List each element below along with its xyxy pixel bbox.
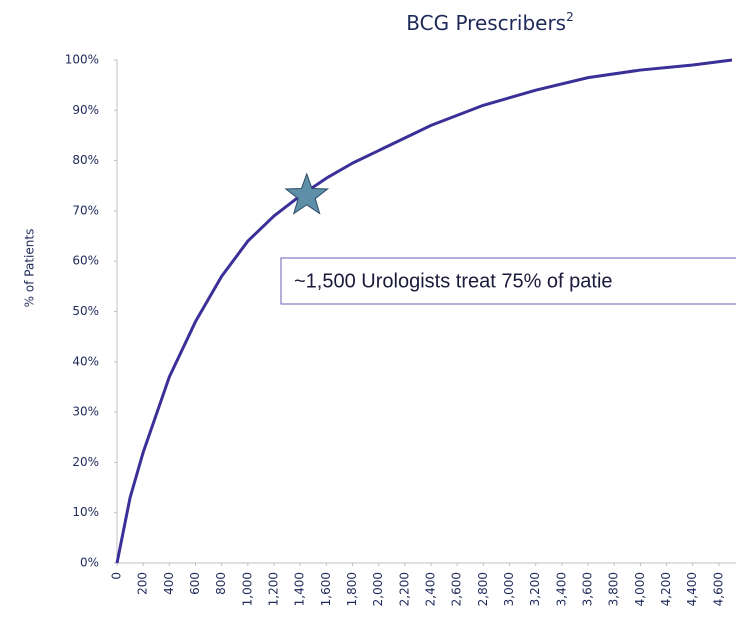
y-tick-label: 50% [72,304,99,318]
y-tick-label: 70% [72,203,99,217]
x-tick-label: 4,400 [685,572,699,606]
x-tick-label: 1,800 [345,572,359,606]
x-tick-label: 200 [136,572,150,595]
title-note: 2 [566,10,574,24]
chart-title: BCG Prescribers2 [406,10,573,35]
x-tick-label: 1,000 [240,572,254,606]
x-tick-label: 2,400 [424,572,438,606]
x-tick-label: 1,200 [267,572,281,606]
x-tick-label: 3,400 [554,572,568,606]
y-tick-label: 0% [80,556,99,570]
x-tick-label: 800 [214,572,228,595]
x-tick-label: 2,200 [397,572,411,606]
x-tick-label: 600 [188,572,202,595]
x-tick-label: 2,800 [476,572,490,606]
y-tick-label: 20% [72,455,99,469]
x-tick-label: 3,200 [528,572,542,606]
y-tick-label: 10% [72,505,99,519]
x-tick-label: 2,600 [450,572,464,606]
x-tick-label: 4,200 [659,572,673,606]
y-tick-label: 40% [72,354,99,368]
y-tick-label: 90% [72,103,99,117]
x-tick-label: 1,600 [319,572,333,606]
annotation-box [280,257,736,305]
x-tick-label: 2,000 [371,572,385,606]
title-text: BCG Prescribers [406,11,566,35]
x-tick-label: 4,000 [633,572,647,606]
x-tick-label: 400 [162,572,176,595]
y-axis-label: % of Patients [23,229,37,308]
y-tick-label: 60% [72,254,99,268]
line-series [115,58,733,564]
x-tick-label: 4,600 [711,572,725,606]
x-tick-label: 0 [110,572,124,580]
x-tick-label: 3,600 [581,572,595,606]
y-tick-label: 80% [72,153,99,167]
y-tick-label: 30% [72,405,99,419]
x-tick-label: 3,000 [502,572,516,606]
annotation: ~1,500 Urologists treat 75% of patie [294,270,613,292]
x-tick-label: 1,400 [293,572,307,606]
highlight-star [284,172,330,215]
x-tick-label: 3,800 [607,572,621,606]
y-tick-label: 100% [65,53,99,67]
